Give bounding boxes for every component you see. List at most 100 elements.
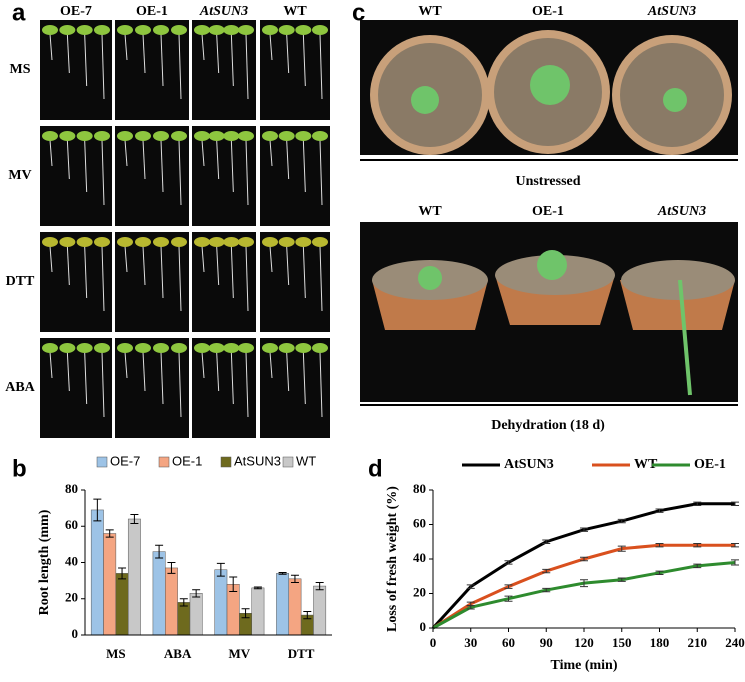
root — [66, 33, 70, 74]
y-tick-label: 40 — [413, 550, 426, 565]
root — [178, 139, 182, 206]
root — [302, 245, 306, 299]
error-bar — [542, 587, 551, 593]
leaf — [262, 25, 278, 35]
leaf — [312, 343, 328, 353]
leaf — [171, 237, 187, 247]
pot-label: WT — [418, 204, 442, 219]
error-bar — [229, 576, 238, 592]
root — [124, 351, 128, 379]
seedling-photo — [115, 126, 189, 226]
root — [216, 33, 220, 74]
leaf — [153, 131, 169, 141]
seedling-photo — [260, 232, 330, 332]
column-label: OE-1 — [136, 4, 168, 19]
root — [66, 351, 70, 392]
root — [142, 351, 146, 392]
root — [178, 33, 182, 100]
leaf — [278, 343, 295, 353]
legend-label: AtSUN3 — [504, 457, 554, 472]
leaf — [59, 237, 76, 247]
leaf — [171, 25, 187, 35]
x-tick-label: ABA — [164, 646, 192, 661]
root — [286, 139, 290, 180]
leaf — [76, 343, 93, 353]
root — [319, 33, 323, 100]
root — [319, 139, 323, 206]
leaf — [42, 131, 58, 141]
leaf — [76, 25, 93, 35]
root — [84, 351, 88, 405]
panel-label: d — [368, 455, 383, 482]
root — [160, 351, 164, 405]
legend-label: OE-1 — [172, 453, 202, 468]
error-bar — [278, 571, 287, 575]
row-label: ABA — [5, 380, 35, 395]
error-bar — [167, 562, 176, 574]
root — [302, 33, 306, 87]
leaf — [117, 343, 133, 353]
bar — [177, 602, 191, 636]
x-tick-label: 90 — [540, 635, 553, 650]
y-tick-label: 0 — [420, 619, 427, 634]
error-bar — [542, 568, 551, 574]
leaf — [94, 343, 110, 353]
root — [286, 351, 290, 392]
x-axis-label: Time (min) — [550, 658, 617, 673]
error-bar — [617, 518, 626, 524]
panel-label: a — [12, 0, 26, 26]
y-tick-label: 40 — [65, 553, 78, 568]
root — [245, 139, 249, 206]
leaf — [42, 237, 58, 247]
leaf — [312, 237, 328, 247]
error-bar — [303, 610, 312, 620]
y-axis-label: Root length (mm) — [37, 509, 52, 615]
root — [49, 139, 53, 167]
y-tick-label: 60 — [65, 517, 78, 532]
root — [84, 33, 88, 87]
error-bar — [731, 559, 739, 566]
legend-swatch — [158, 456, 170, 468]
root — [286, 33, 290, 74]
root — [245, 351, 249, 418]
leaf — [295, 237, 312, 247]
root — [245, 33, 249, 100]
root — [230, 139, 234, 193]
x-tick-label: 180 — [650, 635, 670, 650]
leaf — [194, 25, 210, 35]
bar — [288, 578, 302, 636]
bar — [214, 569, 228, 636]
error-bar — [466, 605, 475, 610]
leaf — [94, 237, 110, 247]
bar — [165, 567, 178, 636]
seedling-photo — [115, 232, 189, 332]
leaf — [223, 25, 240, 35]
legend-label: OE-7 — [110, 453, 140, 468]
root — [178, 351, 182, 418]
error-bar — [290, 574, 299, 583]
root — [269, 245, 273, 273]
leaf — [153, 25, 169, 35]
legend-label: WT — [634, 457, 658, 472]
leaf — [135, 237, 151, 247]
y-tick-label: 20 — [65, 590, 78, 605]
root — [101, 245, 105, 312]
error-bar — [693, 542, 702, 548]
legend-swatch — [282, 456, 294, 468]
error-bar — [130, 513, 139, 525]
error-bar — [731, 542, 739, 548]
legend-swatch — [96, 456, 108, 468]
column-label: OE-7 — [60, 4, 92, 19]
root — [142, 139, 146, 180]
bar — [276, 573, 290, 636]
y-tick-label: 80 — [413, 481, 426, 496]
y-tick-label: 80 — [65, 481, 78, 496]
root — [201, 33, 205, 61]
error-bar — [617, 545, 626, 552]
bar — [115, 573, 129, 636]
leaf — [94, 25, 110, 35]
leaf — [238, 343, 254, 353]
leaf — [295, 343, 312, 353]
root — [142, 33, 146, 74]
error-bar — [504, 584, 513, 589]
